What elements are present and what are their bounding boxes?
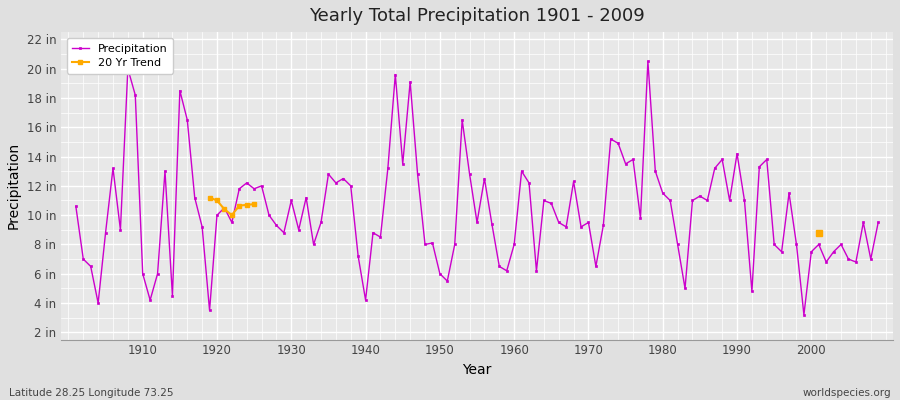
Precipitation [643, 59, 653, 64]
20 Yr Trend [204, 195, 215, 200]
Precipitation [70, 204, 81, 209]
Line: 20 Yr Trend: 20 Yr Trend [208, 196, 256, 217]
X-axis label: Year: Year [463, 363, 491, 377]
20 Yr Trend [212, 198, 222, 203]
Y-axis label: Precipitation: Precipitation [7, 142, 21, 230]
Precipitation [873, 220, 884, 225]
Precipitation [293, 227, 304, 232]
Precipitation [338, 176, 348, 181]
20 Yr Trend [241, 202, 252, 207]
Legend: Precipitation, 20 Yr Trend: Precipitation, 20 Yr Trend [67, 38, 173, 74]
Text: worldspecies.org: worldspecies.org [803, 388, 891, 398]
20 Yr Trend [248, 202, 259, 206]
Title: Yearly Total Precipitation 1901 - 2009: Yearly Total Precipitation 1901 - 2009 [309, 7, 645, 25]
Precipitation [798, 312, 809, 317]
20 Yr Trend [227, 213, 238, 218]
Precipitation [501, 268, 512, 273]
Text: Latitude 28.25 Longitude 73.25: Latitude 28.25 Longitude 73.25 [9, 388, 174, 398]
Line: Precipitation: Precipitation [75, 60, 879, 316]
Precipitation [598, 223, 608, 228]
20 Yr Trend [234, 203, 245, 208]
Precipitation [508, 242, 519, 247]
Precipitation [130, 93, 140, 98]
20 Yr Trend [219, 207, 230, 212]
